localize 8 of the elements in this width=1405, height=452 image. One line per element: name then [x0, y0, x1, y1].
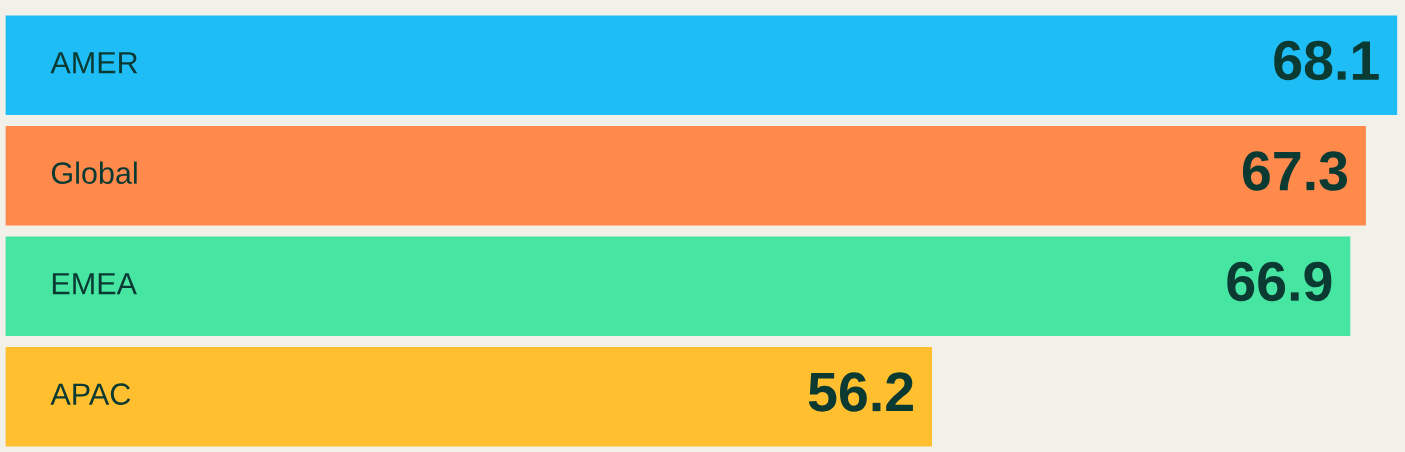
y-tick-label: EMEA — [52, 273, 137, 295]
y-tick-label: APAC — [50, 383, 131, 405]
data-label: 66.9 — [1227, 261, 1332, 302]
y-tick-label: Global — [51, 161, 137, 184]
data-label: 68.1 — [1274, 40, 1379, 81]
data-label: 67.3 — [1242, 151, 1348, 191]
data-label: 56.2 — [808, 372, 913, 412]
y-tick-label: AMER — [50, 52, 138, 74]
